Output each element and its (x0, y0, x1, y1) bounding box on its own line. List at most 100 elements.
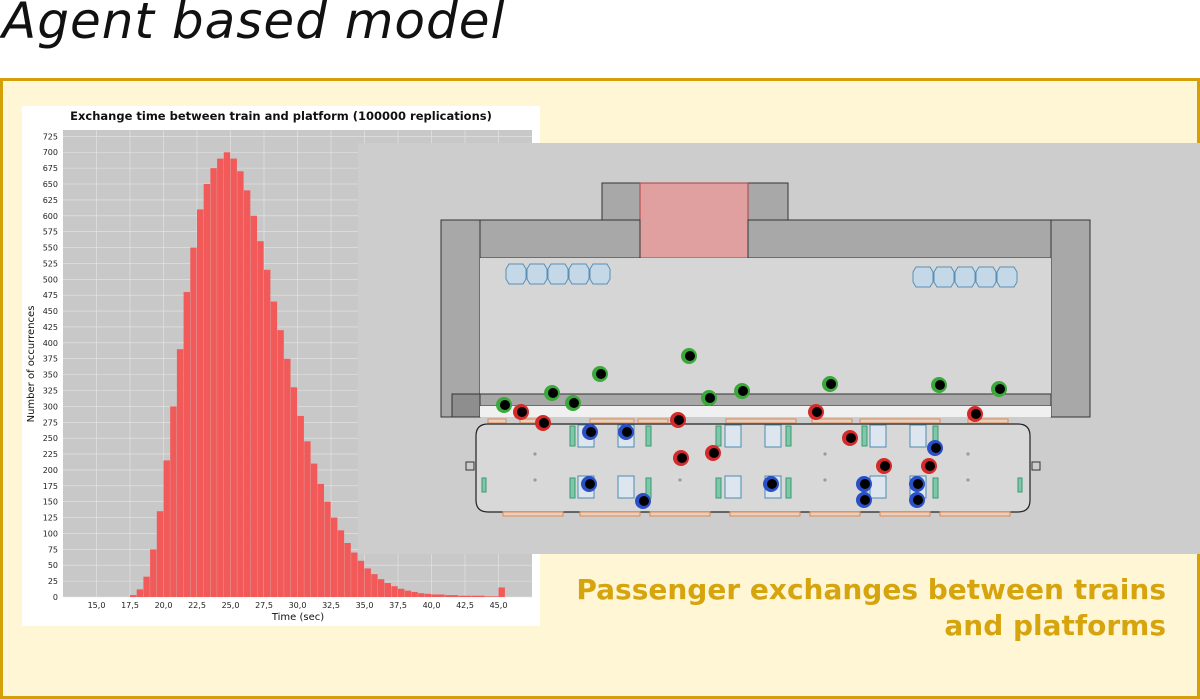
y-tick-label: 25 (48, 577, 58, 586)
histogram-bar (156, 511, 164, 597)
agent-red (808, 404, 824, 420)
y-tick-label: 550 (43, 244, 58, 253)
histogram-bar (371, 574, 378, 597)
histogram-bar (398, 588, 405, 597)
histogram-bar (351, 552, 358, 597)
platform-corner-block (451, 393, 481, 418)
histogram-bar (384, 583, 391, 597)
histogram-bar (317, 483, 324, 597)
stair-door-zone (639, 182, 749, 259)
histogram-bar (284, 358, 291, 597)
histogram-bar (203, 184, 211, 597)
agent-red (705, 445, 721, 461)
histogram-bar (471, 595, 485, 597)
agent-red (513, 404, 529, 420)
histogram-bars (130, 152, 505, 598)
histogram-bar (217, 158, 224, 597)
histogram-bar (424, 593, 432, 597)
y-tick-label: 325 (43, 387, 58, 396)
x-tick-label: 35,0 (356, 601, 374, 610)
histogram-bar (331, 517, 338, 597)
histogram-bar (310, 463, 318, 597)
y-tick-label: 400 (43, 339, 58, 348)
histogram-bar (237, 171, 244, 597)
x-tick-label: 45,0 (490, 601, 508, 610)
histogram-bar (344, 542, 351, 597)
y-tick-label: 525 (43, 259, 58, 268)
agent-blue (909, 492, 925, 508)
agent-blue (927, 440, 943, 456)
y-tick-label: 625 (43, 196, 58, 205)
histogram-bar (163, 460, 170, 597)
y-tick-label: 250 (43, 434, 58, 443)
histogram-bar (170, 406, 177, 597)
y-tick-label: 50 (48, 561, 58, 570)
x-tick-label: 22,5 (188, 601, 206, 610)
histogram-bar (498, 587, 505, 597)
y-tick-label: 700 (43, 148, 58, 157)
y-tick-label: 225 (43, 450, 58, 459)
x-tick-label: 32,5 (322, 601, 340, 610)
agent-green (701, 390, 717, 406)
histogram-bar (304, 441, 311, 597)
histogram-bar (250, 215, 257, 597)
y-tick-label: 275 (43, 418, 58, 427)
agent-blue (618, 424, 634, 440)
histogram-bar (357, 560, 365, 597)
histogram-bar (197, 209, 204, 598)
slide-caption: Passenger exchanges between trains and p… (576, 572, 1166, 644)
x-tick-labels: 15,0 17,5 20,0 22,5 25,0 27,5 30,0 32,5 35,0 37,5… (88, 601, 508, 610)
histogram-bar (290, 387, 298, 597)
histogram-bar (377, 579, 385, 597)
y-tick-label: 350 (43, 371, 58, 380)
platform-gap (480, 406, 1051, 417)
agent-red (670, 412, 686, 428)
station-floor-plan (440, 182, 1091, 517)
train-vestibule-partitions (481, 425, 1023, 499)
histogram-bar (391, 586, 398, 597)
x-tick-label: 42,5 (456, 601, 474, 610)
agent-blue (909, 476, 925, 492)
histogram-bar (150, 549, 157, 597)
histogram-bar (223, 152, 231, 597)
agent-red (842, 430, 858, 446)
histogram-bar (136, 589, 144, 597)
histogram-bar (264, 269, 271, 597)
agent-blue (582, 424, 598, 440)
agent-green (496, 397, 512, 413)
histogram-bar (404, 590, 412, 597)
histogram-bar (190, 247, 197, 597)
agent-green (991, 381, 1007, 397)
agent-blue (635, 493, 651, 509)
y-tick-label: 75 (48, 545, 58, 554)
agent-green (565, 395, 581, 411)
histogram-bar (458, 595, 472, 597)
agent-blue (581, 476, 597, 492)
platform-back-wall-right (747, 219, 1052, 259)
histogram-bar (143, 576, 150, 597)
y-tick-label: 300 (43, 402, 58, 411)
y-tick-label: 125 (43, 514, 58, 523)
agent-blue (856, 476, 872, 492)
x-tick-label: 17,5 (121, 601, 139, 610)
agent-green (822, 376, 838, 392)
y-tick-label: 600 (43, 212, 58, 221)
agent-green (592, 366, 608, 382)
train-car-body (475, 423, 1031, 513)
agent-red (921, 458, 937, 474)
histogram-bar (444, 595, 458, 597)
y-tick-label: 475 (43, 291, 58, 300)
agent-red (967, 406, 983, 422)
page-title: Agent based model (2, 0, 506, 50)
x-tick-label: 37,5 (389, 601, 407, 610)
x-tick-label: 30,0 (289, 601, 307, 610)
agent-red (535, 415, 551, 431)
platform-back-wall-left (479, 219, 641, 259)
caption-line-1: Passenger exchanges between trains (576, 573, 1166, 606)
histogram-bar (230, 158, 237, 597)
coupler-left (465, 461, 475, 471)
x-tick-label: 27,5 (255, 601, 273, 610)
histogram-bar (364, 568, 371, 597)
histogram-bar (411, 591, 418, 597)
y-tick-label: 0 (53, 593, 58, 602)
